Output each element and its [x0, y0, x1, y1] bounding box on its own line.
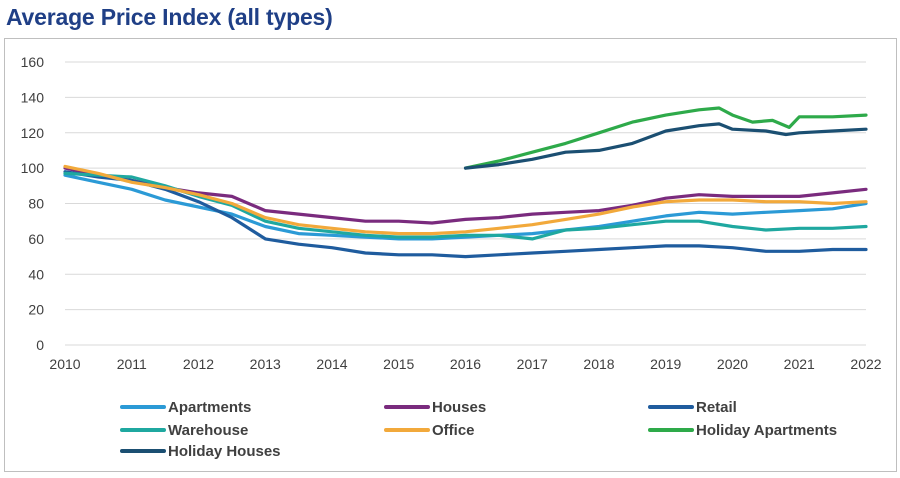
x-tick-label: 2022 [850, 356, 881, 372]
y-tick-label: 120 [21, 125, 45, 141]
x-tick-label: 2020 [717, 356, 748, 372]
legend-label-holiday-apartments: Holiday Apartments [696, 422, 837, 439]
y-tick-label: 100 [21, 160, 45, 176]
x-tick-label: 2019 [650, 356, 681, 372]
x-tick-label: 2021 [784, 356, 815, 372]
y-tick-label: 160 [21, 54, 45, 70]
legend-label-houses: Houses [432, 399, 486, 416]
legend-label-retail: Retail [696, 399, 737, 416]
x-tick-label: 2015 [383, 356, 414, 372]
y-tick-label: 80 [28, 196, 44, 212]
x-tick-label: 2018 [583, 356, 614, 372]
legend: Apartments Houses Retail Warehouse Office Hol… [120, 399, 837, 460]
series-lines [63, 106, 868, 259]
y-tick-label: 20 [28, 302, 44, 318]
series-line-apartments [63, 173, 868, 241]
series-line-retail [63, 170, 868, 259]
legend-label-apartments: Apartments [168, 399, 251, 416]
x-axis-tick-labels: 2010 2011 2012 2013 2014 2015 2016 2017 2018 2019… [49, 356, 881, 372]
chart-title: Average Price Index (all types) [6, 4, 333, 30]
chart-frame [4, 38, 897, 472]
legend-label-warehouse: Warehouse [168, 422, 248, 439]
series-line-houses [63, 166, 868, 225]
x-tick-label: 2014 [316, 356, 347, 372]
y-tick-label: 60 [28, 231, 44, 247]
legend-label-holiday-houses: Holiday Houses [168, 443, 281, 460]
x-tick-label: 2010 [49, 356, 80, 372]
x-tick-label: 2011 [117, 356, 147, 372]
legend-label-office: Office [432, 422, 475, 439]
y-tick-label: 140 [21, 89, 45, 105]
series-line-warehouse [63, 171, 868, 241]
series-line-holiday-houses [463, 122, 868, 170]
series-line-holiday-apartments [463, 106, 868, 170]
x-tick-label: 2017 [517, 356, 548, 372]
x-tick-label: 2012 [183, 356, 214, 372]
y-axis-tick-labels: 0 20 40 60 80 100 120 140 160 [21, 54, 45, 353]
series-line-office [63, 164, 868, 236]
x-tick-label: 2016 [450, 356, 481, 372]
y-tick-label: 40 [28, 266, 44, 282]
y-tick-label: 0 [36, 337, 44, 353]
x-tick-label: 2013 [250, 356, 281, 372]
